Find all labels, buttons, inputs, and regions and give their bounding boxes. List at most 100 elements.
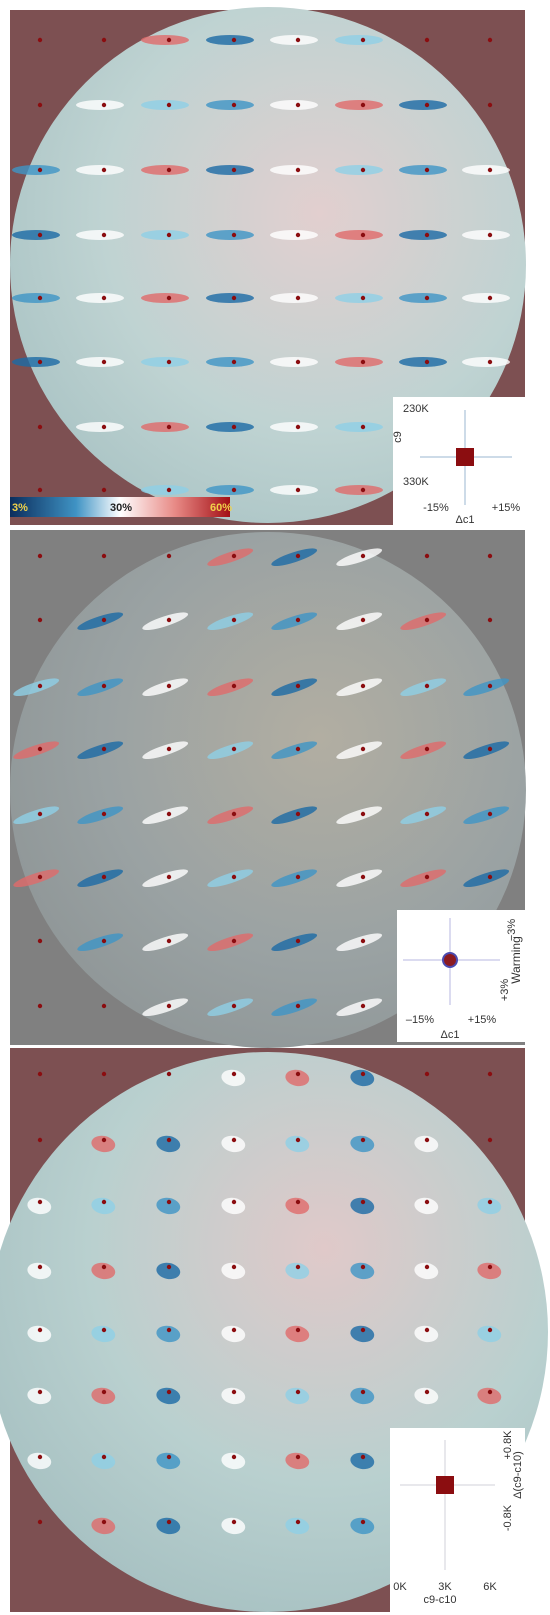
data-smear bbox=[206, 485, 254, 495]
data-smear bbox=[221, 1325, 246, 1343]
grid-dot bbox=[295, 746, 301, 752]
legend-x-right: +15% bbox=[468, 1014, 497, 1026]
grid-dot bbox=[101, 1199, 107, 1205]
data-smear bbox=[350, 1325, 375, 1343]
grid-dot bbox=[37, 617, 43, 623]
grid-dot bbox=[231, 553, 237, 559]
grid-dot bbox=[101, 811, 107, 817]
grid-dot bbox=[424, 1071, 430, 1077]
grid-dot bbox=[360, 938, 366, 944]
grid-dot bbox=[231, 232, 237, 238]
grid-dot bbox=[166, 553, 172, 559]
grid-dot bbox=[295, 811, 301, 817]
grid-dot bbox=[37, 295, 43, 301]
grid-dot bbox=[166, 1137, 172, 1143]
data-smear bbox=[221, 1387, 246, 1405]
data-smear bbox=[141, 100, 189, 110]
data-smear bbox=[335, 357, 383, 367]
data-smear bbox=[285, 1325, 310, 1343]
grid-dot bbox=[360, 37, 366, 43]
grid-dot bbox=[424, 37, 430, 43]
legend-box bbox=[390, 1428, 525, 1612]
data-smear bbox=[335, 485, 383, 495]
grid-dot bbox=[37, 232, 43, 238]
grid-dot bbox=[295, 1003, 301, 1009]
data-smear bbox=[207, 612, 254, 631]
grid-dot bbox=[424, 746, 430, 752]
data-smear bbox=[141, 485, 189, 495]
grid-dot bbox=[487, 232, 493, 238]
data-smear bbox=[207, 933, 254, 952]
legend-y-top: +0.8K bbox=[502, 1430, 514, 1460]
data-smear bbox=[285, 1517, 310, 1535]
grid-dot bbox=[231, 746, 237, 752]
grid-dot bbox=[37, 1389, 43, 1395]
data-smear bbox=[350, 1069, 375, 1087]
data-smear bbox=[207, 998, 254, 1017]
grid-dot bbox=[424, 102, 430, 108]
grid-dot bbox=[37, 874, 43, 880]
grid-dot bbox=[487, 1389, 493, 1395]
legend-y-bottom: +3% bbox=[499, 979, 511, 1002]
grid-dot bbox=[101, 746, 107, 752]
data-smear bbox=[414, 1262, 439, 1280]
data-smear bbox=[414, 1135, 439, 1153]
grid-dot bbox=[487, 295, 493, 301]
grid-dot bbox=[231, 295, 237, 301]
grid-dot bbox=[360, 617, 366, 623]
grid-dot bbox=[166, 683, 172, 689]
data-smear bbox=[142, 612, 189, 631]
data-smear bbox=[477, 1262, 502, 1280]
grid-dot bbox=[487, 359, 493, 365]
grid-dot bbox=[295, 295, 301, 301]
grid-dot bbox=[101, 1137, 107, 1143]
grid-dot bbox=[37, 487, 43, 493]
data-smear bbox=[400, 678, 447, 697]
legend-x-label: c9-c10 bbox=[423, 1594, 456, 1606]
grid-dot bbox=[101, 1519, 107, 1525]
grid-dot bbox=[101, 102, 107, 108]
grid-dot bbox=[295, 874, 301, 880]
data-smear bbox=[350, 1262, 375, 1280]
data-smear bbox=[142, 741, 189, 760]
grid-dot bbox=[487, 811, 493, 817]
data-smear bbox=[206, 293, 254, 303]
data-smear bbox=[477, 1197, 502, 1215]
data-smear bbox=[141, 293, 189, 303]
data-smear bbox=[206, 422, 254, 432]
grid-dot bbox=[37, 1454, 43, 1460]
data-smear bbox=[206, 357, 254, 367]
data-smear bbox=[399, 357, 447, 367]
data-smear bbox=[270, 100, 318, 110]
colorbar-max: 60% bbox=[210, 502, 232, 514]
data-smear bbox=[142, 678, 189, 697]
grid-dot bbox=[101, 683, 107, 689]
grid-dot bbox=[295, 359, 301, 365]
data-smear bbox=[335, 293, 383, 303]
grid-dot bbox=[360, 1071, 366, 1077]
grid-dot bbox=[166, 1454, 172, 1460]
data-smear bbox=[399, 165, 447, 175]
grid-dot bbox=[166, 1327, 172, 1333]
grid-dot bbox=[37, 553, 43, 559]
data-smear bbox=[336, 933, 383, 952]
data-smear bbox=[462, 230, 510, 240]
data-smear bbox=[285, 1197, 310, 1215]
grid-dot bbox=[37, 746, 43, 752]
grid-dot bbox=[166, 1199, 172, 1205]
data-smear bbox=[336, 806, 383, 825]
data-smear bbox=[270, 35, 318, 45]
legend-x-right: +15% bbox=[492, 502, 521, 514]
data-smear bbox=[335, 35, 383, 45]
grid-dot bbox=[360, 1519, 366, 1525]
data-smear bbox=[335, 165, 383, 175]
data-smear bbox=[156, 1197, 181, 1215]
data-smear bbox=[141, 165, 189, 175]
grid-dot bbox=[360, 487, 366, 493]
globe bbox=[10, 7, 526, 523]
data-smear bbox=[12, 293, 60, 303]
grid-dot bbox=[37, 683, 43, 689]
grid-dot bbox=[487, 37, 493, 43]
grid-dot bbox=[487, 102, 493, 108]
data-smear bbox=[271, 933, 318, 952]
